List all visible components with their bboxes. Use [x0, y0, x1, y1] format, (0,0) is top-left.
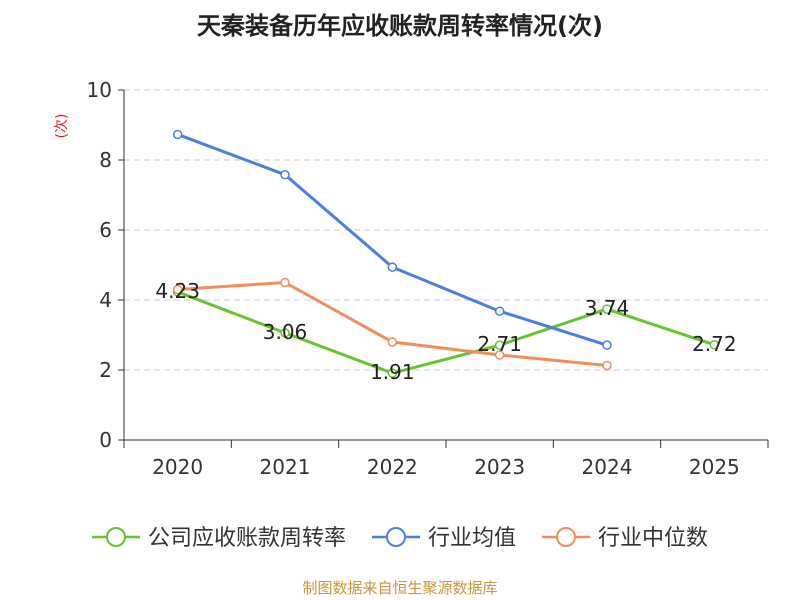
y-tick-label: 0 — [99, 428, 112, 452]
grid-lines — [124, 89, 768, 371]
legend-marker-icon — [105, 527, 126, 547]
data-label: 1.91 — [370, 360, 415, 384]
data-point[interactable] — [602, 304, 612, 314]
legend-label: 公司应收账款周转率 — [148, 526, 346, 551]
x-tick-label: 2023 — [474, 455, 525, 479]
y-axis-label: (次) — [54, 114, 70, 139]
series-group — [172, 129, 720, 378]
data-label: 3.06 — [263, 320, 308, 344]
y-tick-label: 4 — [99, 288, 112, 312]
data-label: 2.72 — [692, 332, 737, 356]
x-tick-label: 2022 — [367, 455, 418, 479]
data-label: 4.23 — [155, 279, 200, 303]
x-tick-label: 2020 — [152, 455, 203, 479]
y-tick-label: 8 — [99, 148, 112, 172]
series-line-1 — [177, 133, 608, 347]
legend-marker-icon — [385, 527, 406, 547]
data-point[interactable] — [494, 306, 505, 316]
data-label: 2.71 — [477, 332, 522, 356]
data-point[interactable] — [387, 368, 398, 378]
legend-marker-icon — [556, 527, 577, 547]
legend-item-0[interactable]: 公司应收账款周转率 — [91, 526, 346, 551]
legend[interactable]: 公司应收账款周转率 行业均值 行业中位数 — [91, 526, 708, 551]
data-point[interactable] — [602, 360, 612, 371]
y-tick-label: 2 — [99, 358, 112, 382]
x-tick-label: 2025 — [689, 455, 740, 479]
legend-item-2[interactable]: 行业中位数 — [542, 526, 708, 551]
legend-label: 行业中位数 — [598, 526, 708, 551]
legend-item-1[interactable]: 行业均值 — [371, 526, 516, 551]
x-tick-label: 2024 — [582, 455, 633, 479]
x-tick-label: 2021 — [260, 455, 311, 479]
chart-title: 天秦装备历年应收账款周转率情况(次) — [197, 12, 603, 40]
y-tick-label: 10 — [87, 78, 112, 102]
data-point[interactable] — [280, 328, 290, 338]
data-point[interactable] — [709, 340, 720, 350]
axes: 0 2 4 6 8 10 2020 2021 2022 2023 2024 2025 — [87, 78, 769, 479]
data-point[interactable] — [602, 340, 612, 350]
data-label: 3.74 — [585, 296, 630, 320]
legend-label: 行业均值 — [428, 526, 516, 551]
data-point[interactable] — [494, 350, 505, 360]
source-note: 制图数据来自恒生聚源数据库 — [302, 579, 497, 597]
data-point[interactable] — [280, 277, 290, 288]
data-point[interactable] — [494, 340, 505, 350]
data-point[interactable] — [172, 129, 183, 140]
y-tick-label: 6 — [99, 218, 112, 242]
data-point[interactable] — [387, 262, 398, 272]
data-labels: 4.23 3.06 1.91 2.71 3.74 2.72 — [155, 279, 736, 384]
data-point[interactable] — [172, 284, 183, 295]
data-point[interactable] — [280, 169, 290, 180]
data-point[interactable] — [387, 337, 398, 347]
series-line-0 — [177, 290, 715, 375]
